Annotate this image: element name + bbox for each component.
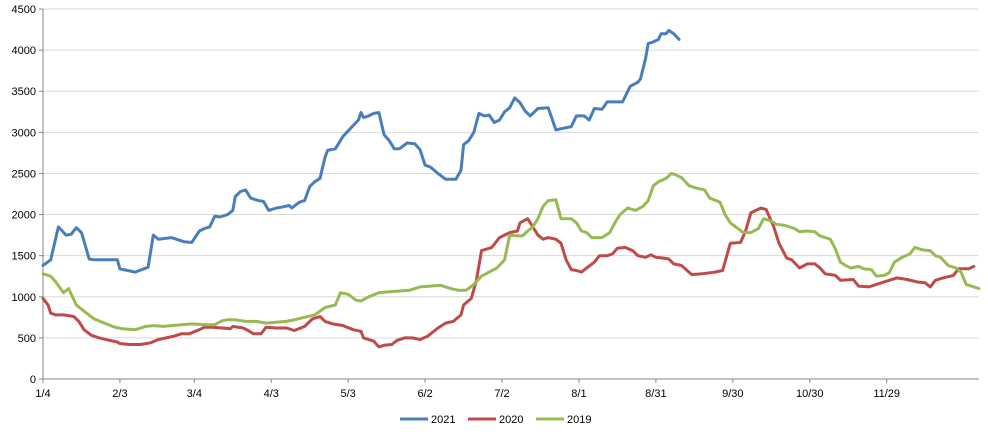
legend-label-2020: 2020	[499, 414, 523, 426]
series-line-2020	[41, 206, 976, 349]
y-tick-label: 3000	[12, 127, 36, 139]
y-tick-label: 500	[18, 333, 36, 345]
x-tick-label: 3/4	[187, 388, 202, 400]
y-axis-tick-labels: 0 500 1000 1500 2000 2500 3000 3500 4000 4500	[12, 4, 36, 386]
legend-label-2019: 2019	[567, 414, 591, 426]
x-tick-label: 11/29	[873, 388, 900, 400]
y-tick-label: 1500	[12, 251, 36, 263]
x-tick-label: 2/3	[112, 388, 127, 400]
x-tick-label: 4/3	[264, 388, 279, 400]
x-tick-label: 5/3	[341, 388, 356, 400]
y-tick-label: 2500	[12, 168, 36, 180]
x-axis-tick-labels: 1/4 2/3 3/4 4/3 5/3 6/2 7/2 8/1 8/31 9/30 10/30 11/…	[35, 388, 900, 400]
x-tick-label: 8/1	[571, 388, 586, 400]
axes	[39, 8, 979, 383]
series-lines	[41, 28, 981, 349]
legend: 2021 2020 2019	[400, 414, 591, 426]
x-tick-label: 8/31	[645, 388, 666, 400]
x-tick-label: 6/2	[417, 388, 432, 400]
legend-label-2021: 2021	[431, 414, 455, 426]
y-tick-label: 2000	[12, 210, 36, 222]
y-tick-label: 3500	[12, 86, 36, 98]
x-tick-label: 10/30	[796, 388, 824, 400]
x-tick-label: 1/4	[35, 388, 50, 400]
y-tick-label: 4500	[12, 4, 36, 16]
series-line-2021	[41, 28, 681, 274]
series-line-2019	[41, 171, 981, 332]
y-tick-label: 1000	[12, 292, 36, 304]
x-tick-label: 9/30	[722, 388, 743, 400]
gridlines	[43, 8, 979, 339]
x-tick-label: 7/2	[494, 388, 509, 400]
y-tick-label: 4000	[12, 45, 36, 57]
y-tick-label: 0	[30, 374, 36, 386]
